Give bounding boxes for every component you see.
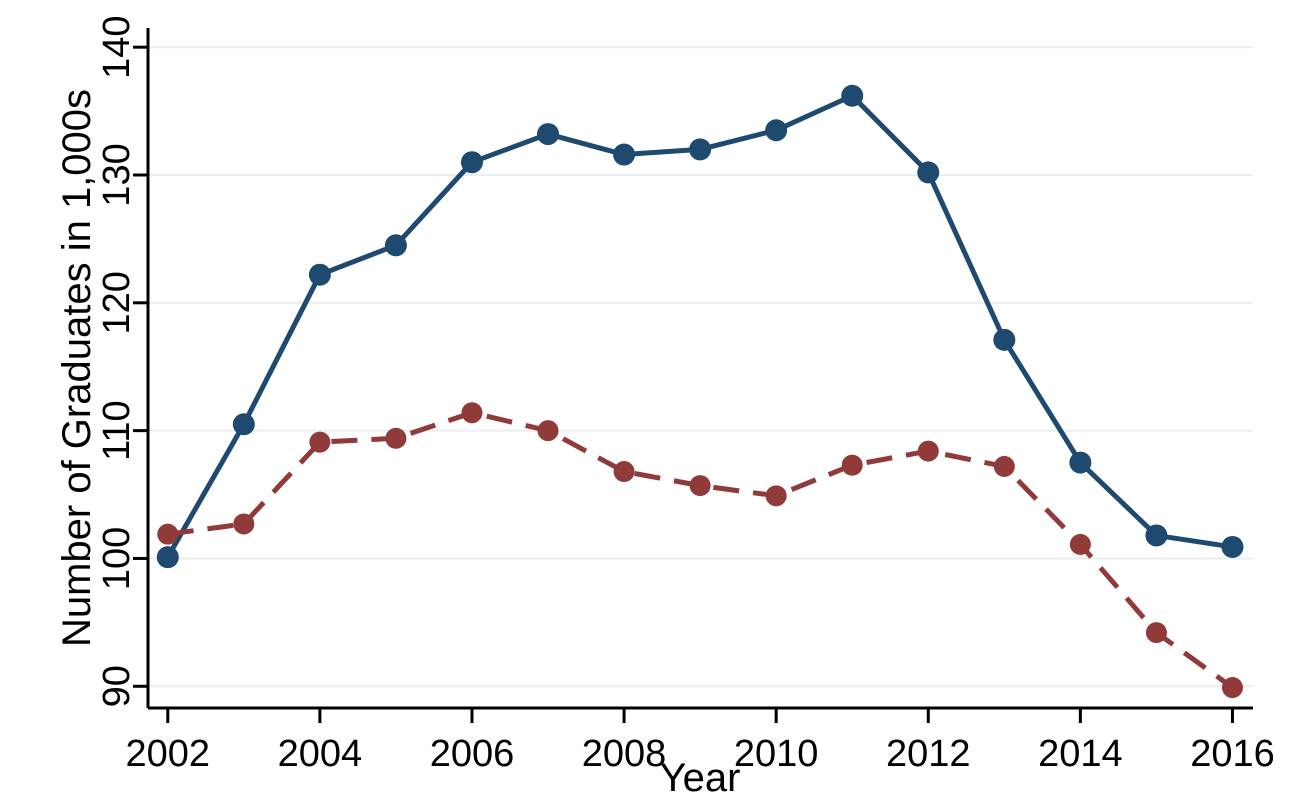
- gridlines-layer: [148, 46, 1253, 688]
- solid-navy-series-marker: [917, 161, 940, 184]
- x-tick-label: 2006: [430, 733, 515, 775]
- dashed-maroon-series-marker: [461, 402, 483, 424]
- x-tick-label: 2004: [278, 733, 363, 775]
- x-tick-label: 2016: [1190, 733, 1275, 775]
- solid-navy-series-marker: [537, 123, 560, 146]
- solid-navy-series-marker: [1145, 524, 1168, 547]
- y-tick-label: 90: [96, 665, 138, 707]
- tick-labels-layer: 90 100 110 120 130 140 2002 2004 2006 2008 2010 201…: [96, 15, 1275, 775]
- dashed-maroon-series-marker: [309, 431, 331, 453]
- dashed-maroon-series-marker: [993, 455, 1015, 477]
- x-axis-title: Year: [660, 756, 741, 798]
- dashed-maroon-series-marker: [841, 454, 863, 476]
- dashed-maroon-series-marker: [613, 461, 635, 483]
- x-tick-label: 2014: [1038, 733, 1123, 775]
- dashed-maroon-series-marker: [765, 485, 787, 507]
- dashed-maroon-series-marker: [157, 523, 179, 545]
- solid-navy-series-marker: [689, 138, 712, 161]
- dashed-maroon-series-marker: [233, 513, 255, 535]
- solid-navy-series-marker: [384, 234, 407, 257]
- y-tick-label: 120: [96, 271, 138, 334]
- dashed-maroon-series-marker: [1145, 622, 1167, 644]
- solid-navy-series-marker: [765, 119, 788, 142]
- x-tick-label: 2008: [582, 733, 667, 775]
- axes-layer: [146, 28, 1253, 710]
- y-axis-title: Number of Graduates in 1,000s: [55, 89, 99, 647]
- solid-navy-series-marker: [460, 151, 483, 174]
- y-tick-label: 130: [96, 143, 138, 206]
- y-tick-label: 110: [96, 400, 138, 461]
- dashed-maroon-series-marker: [917, 440, 939, 462]
- dashed-maroon-series-marker: [689, 475, 711, 497]
- solid-navy-series-marker: [613, 143, 636, 166]
- y-tick-label: 140: [96, 15, 138, 78]
- dashed-maroon-series-marker: [537, 420, 559, 442]
- solid-navy-series-marker: [993, 328, 1016, 351]
- solid-navy-series-marker: [232, 413, 255, 436]
- x-tick-label: 2012: [886, 733, 971, 775]
- solid-navy-series-marker: [841, 84, 864, 107]
- solid-navy-series-marker: [308, 263, 331, 286]
- tick-marks-layer: [133, 45, 1234, 723]
- dashed-maroon-series-marker: [1069, 533, 1091, 555]
- dashed-maroon-series-line: [167, 410, 1234, 690]
- y-tick-label: 100: [96, 527, 138, 590]
- solid-navy-series-marker: [156, 546, 179, 569]
- data-series-layer: [156, 84, 1244, 699]
- x-tick-label: 2010: [734, 733, 819, 775]
- x-tick-label: 2002: [125, 733, 210, 775]
- dashed-maroon-series-marker: [1221, 677, 1243, 699]
- dashed-maroon-series-marker: [385, 427, 407, 449]
- solid-navy-series-marker: [1069, 451, 1092, 474]
- solid-navy-series-marker: [1221, 535, 1244, 558]
